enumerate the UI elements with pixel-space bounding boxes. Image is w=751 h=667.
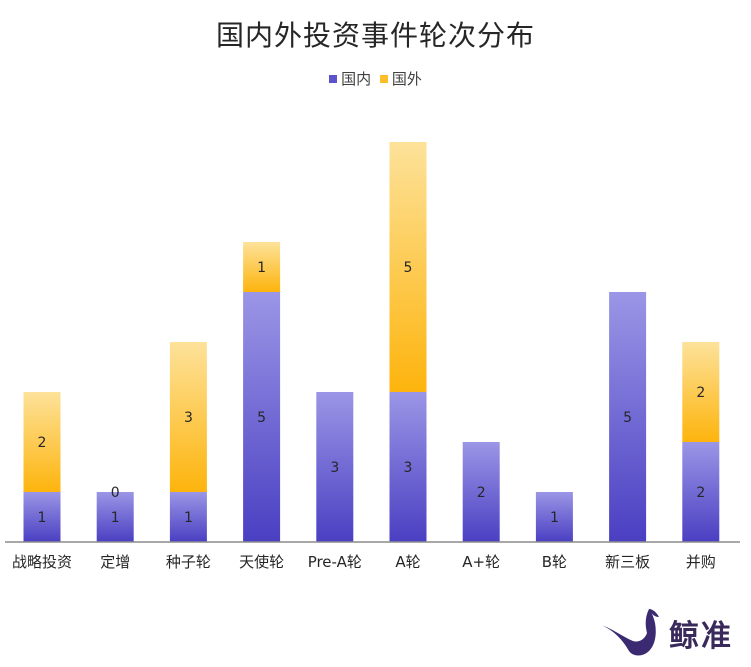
- x-tick-label-3: 天使轮: [239, 553, 284, 571]
- data-label-foreign-9: 2: [696, 385, 705, 401]
- data-label-foreign-2: 3: [184, 410, 193, 426]
- bar-domestic-3[interactable]: [243, 292, 281, 542]
- bar-foreign-5[interactable]: [389, 142, 427, 392]
- chart-title: 国内外投资事件轮次分布: [215, 19, 535, 52]
- bar-domestic-2[interactable]: [169, 492, 207, 542]
- bar-foreign-0[interactable]: [23, 392, 61, 492]
- bar-domestic-5[interactable]: [389, 392, 427, 542]
- bar-foreign-2[interactable]: [169, 342, 207, 492]
- data-label-domestic-4: 3: [330, 460, 339, 476]
- bar-domestic-7[interactable]: [535, 492, 573, 542]
- watermark-text: 鲸准: [669, 619, 733, 654]
- data-label-domestic-1: 1: [111, 510, 120, 526]
- legend-item-domestic[interactable]: 国内: [329, 68, 371, 89]
- x-tick-label-6: A+轮: [462, 553, 500, 571]
- x-tick-label-9: 并购: [686, 553, 716, 571]
- legend-label-domestic: 国内: [341, 70, 372, 88]
- legend-item-foreign[interactable]: 国外: [379, 68, 422, 89]
- x-tick-label-5: A轮: [395, 553, 420, 571]
- x-tick-labels-layer: 战略投资 定增 种子轮 天使轮 Pre-A轮 A轮 A+轮 B轮 新三板 并购: [12, 553, 716, 571]
- data-label-domestic-9: 2: [696, 485, 705, 501]
- bar-domestic-4[interactable]: [316, 392, 354, 542]
- bar-domestic-9[interactable]: [682, 442, 720, 542]
- chart-legend: 国内 国外: [0, 68, 751, 89]
- x-tick-label-4: Pre-A轮: [308, 553, 362, 571]
- data-label-domestic-3: 5: [257, 410, 266, 426]
- x-tick-label-2: 种子轮: [166, 553, 211, 571]
- whale-logo-icon: [601, 609, 659, 656]
- data-label-domestic-0: 1: [38, 510, 47, 526]
- x-tick-label-7: B轮: [542, 553, 567, 571]
- bar-foreign-9[interactable]: [682, 342, 720, 442]
- data-label-domestic-8: 5: [623, 410, 632, 426]
- x-tick-label-0: 战略投资: [12, 553, 72, 571]
- x-tick-label-1: 定增: [100, 553, 130, 571]
- legend-swatch-foreign: [379, 74, 388, 83]
- data-label-domestic-6: 2: [477, 485, 486, 501]
- bar-domestic-1[interactable]: [96, 492, 134, 542]
- data-label-foreign-1: 0: [111, 485, 120, 501]
- bar-foreign-3[interactable]: [243, 242, 281, 292]
- bars-layer: [23, 142, 720, 542]
- data-label-domestic-7: 1: [550, 510, 559, 526]
- data-label-domestic-5: 3: [404, 460, 413, 476]
- legend-label-foreign: 国外: [391, 70, 422, 88]
- bar-domestic-8[interactable]: [609, 292, 647, 542]
- watermark: 鲸准: [599, 607, 733, 659]
- data-labels-layer: 1 2 1 0 1 3 5 1 3 3 5 2 1 5 2 2: [38, 260, 706, 526]
- data-label-foreign-0: 2: [38, 435, 47, 451]
- bar-domestic-0[interactable]: [23, 492, 61, 542]
- data-label-domestic-2: 1: [184, 510, 193, 526]
- data-label-foreign-5: 5: [404, 260, 413, 276]
- legend-swatch-domestic: [329, 74, 338, 83]
- x-tick-label-8: 新三板: [605, 553, 650, 571]
- data-label-foreign-3: 1: [257, 260, 266, 276]
- bar-domestic-6[interactable]: [462, 442, 500, 542]
